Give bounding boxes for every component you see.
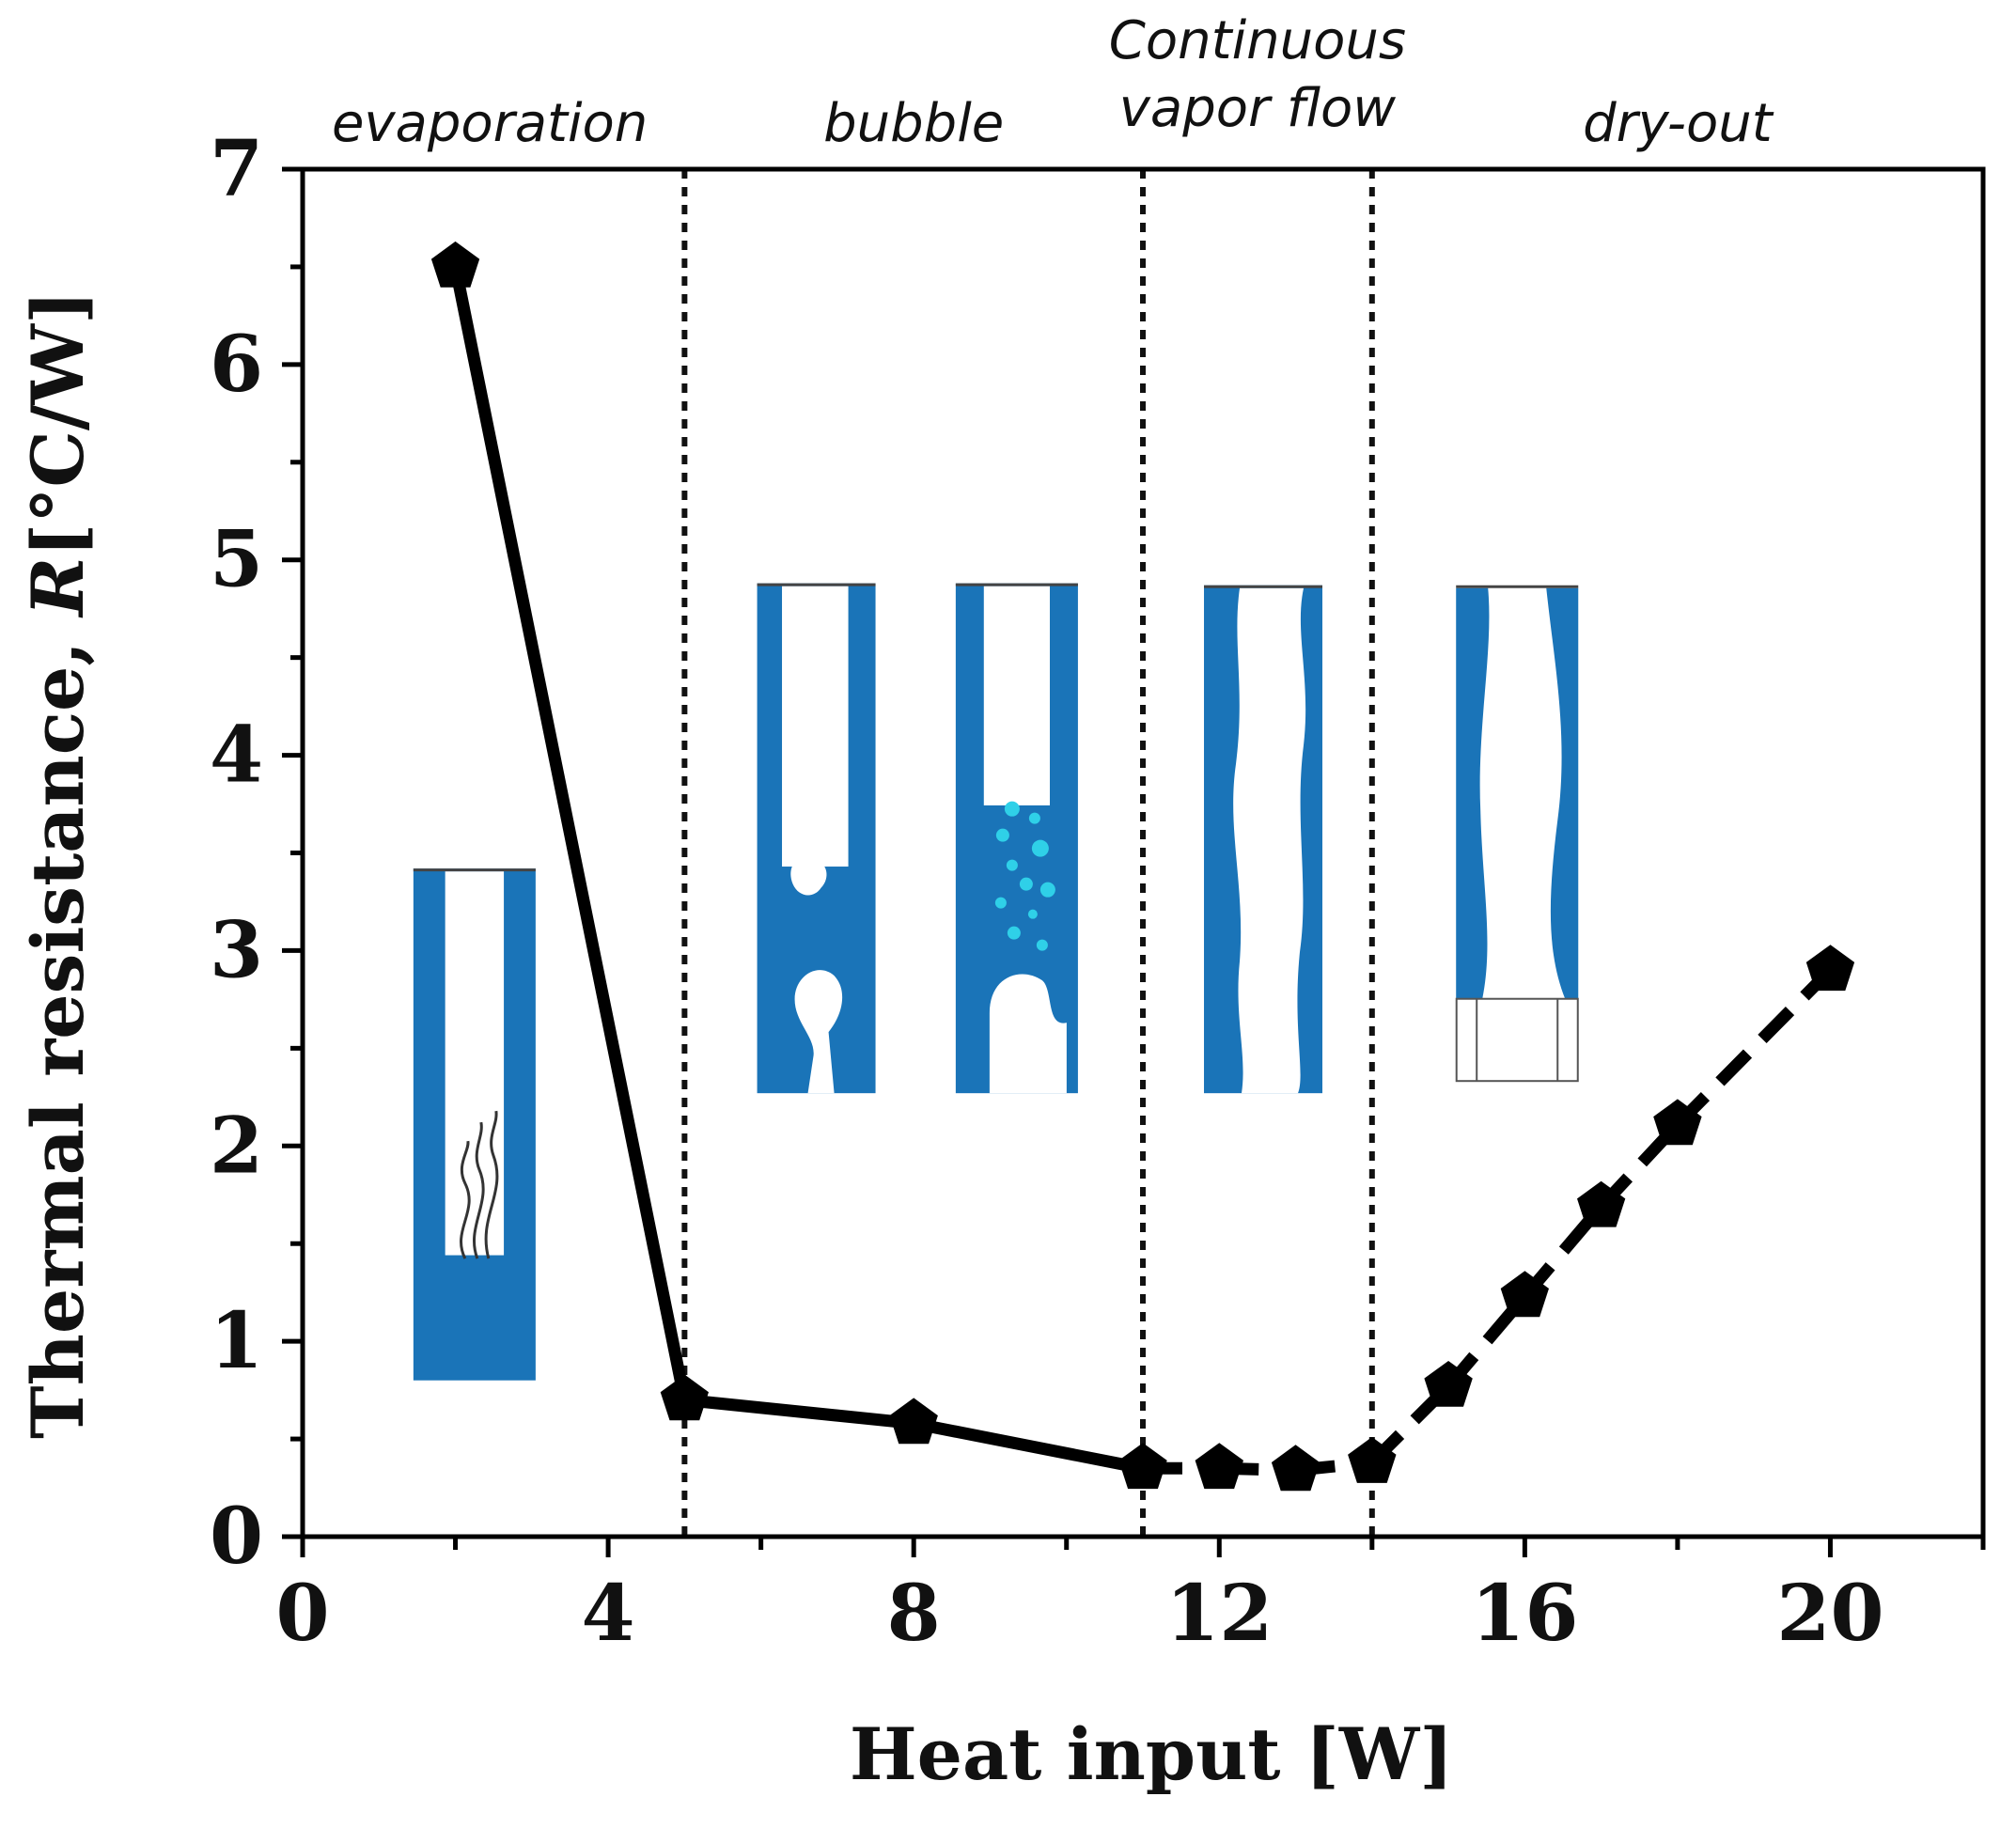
y-tick-label: 3	[210, 905, 263, 995]
regime-boundary-lines	[681, 169, 1375, 1537]
y-tick-label: 4	[210, 711, 263, 801]
y-tick-label: 0	[210, 1492, 263, 1582]
regime-labels: evaporation bubble Continuous vapor flow dry…	[332, 10, 1774, 154]
data-point	[1271, 1445, 1321, 1492]
data-point	[1118, 1443, 1167, 1490]
tube-cap	[757, 583, 876, 586]
bubble-illustration-1	[757, 583, 876, 1094]
vapor-bubble	[1031, 839, 1049, 857]
vapor-core	[1233, 587, 1306, 1094]
series-segment	[449, 265, 691, 1401]
vapor-slug	[989, 974, 1067, 1094]
y-axis-label-prefix: Thermal resistance,	[16, 617, 100, 1439]
data-point	[1653, 1099, 1702, 1146]
data-point	[1424, 1361, 1473, 1407]
x-tick-label: 16	[1471, 1569, 1578, 1659]
series-segment	[683, 1394, 914, 1430]
vapor-bubble	[1019, 877, 1033, 891]
dry-out-illustration	[1455, 585, 1579, 1083]
tube-cap	[1456, 585, 1579, 588]
vapor-bubble	[1036, 939, 1048, 951]
flow-regime-illustrations	[413, 583, 1579, 1381]
regime-label: evaporation	[332, 93, 648, 154]
regime-label: vapor flow	[1119, 78, 1397, 139]
y-axis-label-unit: [°C/W]	[16, 290, 100, 557]
evaporation-illustration	[413, 868, 536, 1381]
vapor-bubble	[1004, 801, 1020, 817]
vapor-flow-illustration	[1204, 585, 1322, 1094]
vapor-wisp	[460, 1140, 471, 1259]
vapor-space	[782, 586, 849, 867]
vapor-bubble	[1007, 926, 1021, 940]
vapor-bubble	[1027, 909, 1038, 919]
data-point	[1195, 1443, 1243, 1490]
x-tick-label: 20	[1776, 1569, 1883, 1659]
vapor-bubble	[995, 828, 1009, 842]
x-axis-label: Heat input [W]	[850, 1712, 1453, 1796]
data-point	[889, 1398, 938, 1445]
vapor-slug	[794, 970, 843, 1094]
tube-cap	[1204, 585, 1322, 588]
x-tick-label: 4	[582, 1569, 635, 1659]
x-tick-label: 0	[275, 1569, 329, 1659]
data-point	[430, 241, 480, 288]
liquid-film-right	[1546, 587, 1579, 999]
y-axis-label-variable: R	[16, 557, 100, 618]
regime-label: Continuous	[1109, 10, 1406, 71]
x-tick-label: 12	[1165, 1569, 1273, 1659]
vapor-wisp	[484, 1110, 499, 1259]
y-axis-label: Thermal resistance, R[°C/W]	[16, 290, 100, 1439]
series-segment	[912, 1417, 1145, 1475]
vapor-bubble	[994, 897, 1007, 909]
y-tick-label: 6	[210, 320, 263, 410]
data-point	[660, 1374, 709, 1421]
vapor-bubble	[1039, 882, 1055, 898]
y-tick-label: 7	[210, 124, 263, 214]
vapor-bubble	[790, 858, 827, 896]
regime-label: dry-out	[1583, 93, 1774, 154]
vapor-wisp	[472, 1121, 485, 1259]
data-point	[1500, 1271, 1549, 1318]
y-tick-label: 5	[210, 515, 263, 605]
data-point	[1348, 1437, 1397, 1483]
liquid-film-left	[1456, 587, 1490, 999]
y-tick-label: 1	[210, 1296, 263, 1386]
dry-zone-outline	[1455, 997, 1579, 1083]
y-tick-label: 2	[210, 1101, 263, 1191]
regime-label: bubble	[823, 93, 1004, 154]
vapor-bubble	[1028, 812, 1040, 824]
bubble-illustration-2	[955, 583, 1078, 1094]
tube-cap	[955, 583, 1078, 586]
series-segment	[1673, 965, 1836, 1129]
vapor-space	[983, 586, 1051, 805]
data-point	[1805, 945, 1855, 992]
data-point	[1577, 1180, 1626, 1227]
vapor-bubble	[1006, 859, 1018, 871]
data-series	[430, 241, 1855, 1492]
tube-cap	[413, 868, 536, 872]
x-tick-label: 8	[887, 1569, 941, 1659]
